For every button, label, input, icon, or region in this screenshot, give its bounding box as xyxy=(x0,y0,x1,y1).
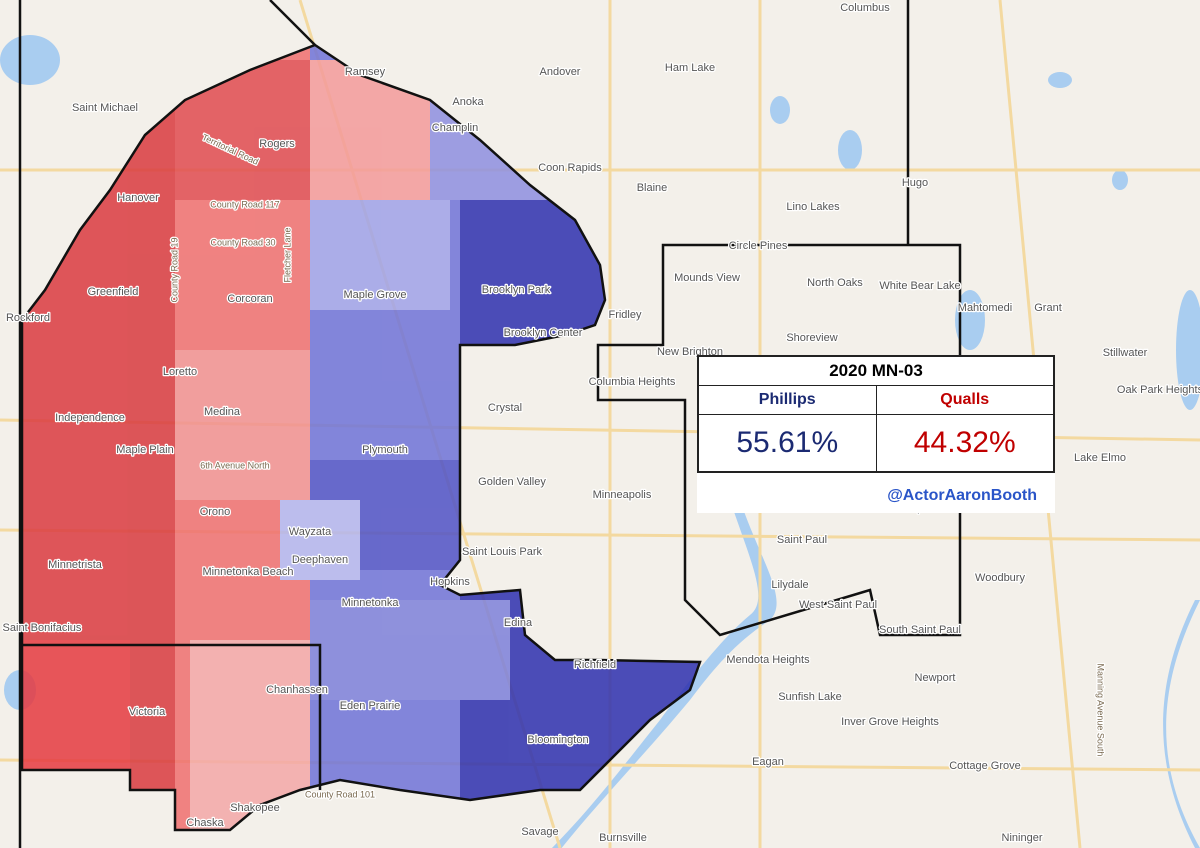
road-label: County Road 101 xyxy=(305,789,375,799)
place-label: Deephaven xyxy=(292,554,348,566)
place-label: South Saint Paul xyxy=(879,624,961,636)
place-label: Nininger xyxy=(1002,832,1043,844)
place-label: Golden Valley xyxy=(478,476,546,488)
place-label: Oak Park Heights xyxy=(1117,384,1200,396)
place-label: Lake Elmo xyxy=(1074,452,1126,464)
road-label: Manning Avenue South xyxy=(1096,664,1106,757)
place-label: Hugo xyxy=(902,177,928,189)
place-label: Edina xyxy=(504,617,533,629)
place-label: Wayzata xyxy=(289,526,332,538)
place-label: Eden Prairie xyxy=(340,700,401,712)
road-label: 6th Avenue North xyxy=(200,460,269,470)
place-label: Plymouth xyxy=(362,444,408,456)
place-label: Cottage Grove xyxy=(949,760,1021,772)
county-lines xyxy=(18,0,962,848)
road-label: County Road 117 xyxy=(210,199,279,209)
place-label: Circle Pines xyxy=(729,240,788,252)
place-label: Rockford xyxy=(6,312,50,324)
place-label: Lilydale xyxy=(771,579,808,591)
place-label: Orono xyxy=(200,506,231,518)
place-label: Minneapolis xyxy=(593,489,652,501)
credit: @ActorAaronBooth xyxy=(887,487,1037,504)
water xyxy=(0,35,1200,848)
place-label: Stillwater xyxy=(1103,347,1148,359)
place-label: Eagan xyxy=(752,756,784,768)
place-label: Woodbury xyxy=(975,572,1025,584)
place-label: Independence xyxy=(55,412,125,424)
place-label: Rogers xyxy=(259,138,295,150)
place-label: Brooklyn Center xyxy=(504,327,583,339)
place-label: Columbia Heights xyxy=(589,376,676,388)
place-label: Coon Rapids xyxy=(538,162,602,174)
place-label: Maple Plain xyxy=(116,444,173,456)
place-label: Shoreview xyxy=(786,332,837,344)
place-label: West Saint Paul xyxy=(799,599,877,611)
place-label: Brooklyn Park xyxy=(482,284,551,296)
results-title: 2020 MN-03 xyxy=(697,355,1055,386)
place-label: Saint Michael xyxy=(72,102,138,114)
candidate-share: 44.32% xyxy=(875,414,1055,473)
place-label: Sunfish Lake xyxy=(778,691,842,703)
place-label: Crystal xyxy=(488,402,522,414)
place-label: Richfield xyxy=(574,659,616,671)
road-label: County Road 30 xyxy=(210,237,275,247)
place-label: Loretto xyxy=(163,366,197,378)
results-box: 2020 MN-03 Phillips Qualls 55.61% 44.32%… xyxy=(697,355,1055,513)
results-table: 2020 MN-03 Phillips Qualls 55.61% 44.32% xyxy=(697,355,1055,473)
place-label: Minnetonka Beach xyxy=(202,566,293,578)
place-label: Burnsville xyxy=(599,832,647,844)
place-label: Fridley xyxy=(608,309,642,321)
place-label: Mendota Heights xyxy=(726,654,810,666)
place-label: Bloomington xyxy=(527,734,588,746)
place-label: Corcoran xyxy=(227,293,272,305)
place-label: Inver Grove Heights xyxy=(841,716,939,728)
place-label: Anoka xyxy=(452,96,484,108)
place-label: Chanhassen xyxy=(266,684,328,696)
place-label: Saint Paul xyxy=(777,534,827,546)
place-label: Minnetonka xyxy=(342,597,400,609)
place-label: Saint Louis Park xyxy=(462,546,543,558)
place-label: Shakopee xyxy=(230,802,280,814)
place-label: Savage xyxy=(521,826,558,838)
place-label: Chaska xyxy=(186,817,224,829)
place-label: Ramsey xyxy=(345,66,386,78)
place-label: White Bear Lake xyxy=(879,280,960,292)
place-label: Victoria xyxy=(129,706,166,718)
place-label: Medina xyxy=(204,406,241,418)
candidate-share: 55.61% xyxy=(697,414,877,473)
place-label: Newport xyxy=(915,672,956,684)
place-label: Blaine xyxy=(637,182,668,194)
place-label: Columbus xyxy=(840,2,890,14)
place-label: Greenfield xyxy=(88,286,139,298)
place-label: Maple Grove xyxy=(344,289,407,301)
place-label: Minnetrista xyxy=(48,559,103,571)
place-label: Grant xyxy=(1034,302,1062,314)
place-label: Mahtomedi xyxy=(958,302,1012,314)
place-label: Saint Bonifacius xyxy=(3,622,82,634)
place-label: Hanover xyxy=(117,192,159,204)
candidate-name: Qualls xyxy=(875,385,1055,415)
place-label: North Oaks xyxy=(807,277,863,289)
place-label: Andover xyxy=(540,66,581,78)
place-label: Mounds View xyxy=(674,272,740,284)
road-label: Fletcher Lane xyxy=(282,227,292,282)
place-label: Champlin xyxy=(432,122,478,134)
place-label: Ham Lake xyxy=(665,62,715,74)
candidate-name: Phillips xyxy=(697,385,877,415)
place-label: Lino Lakes xyxy=(786,201,840,213)
place-label: Hopkins xyxy=(430,576,470,588)
road-label: County Road 19 xyxy=(169,237,179,302)
